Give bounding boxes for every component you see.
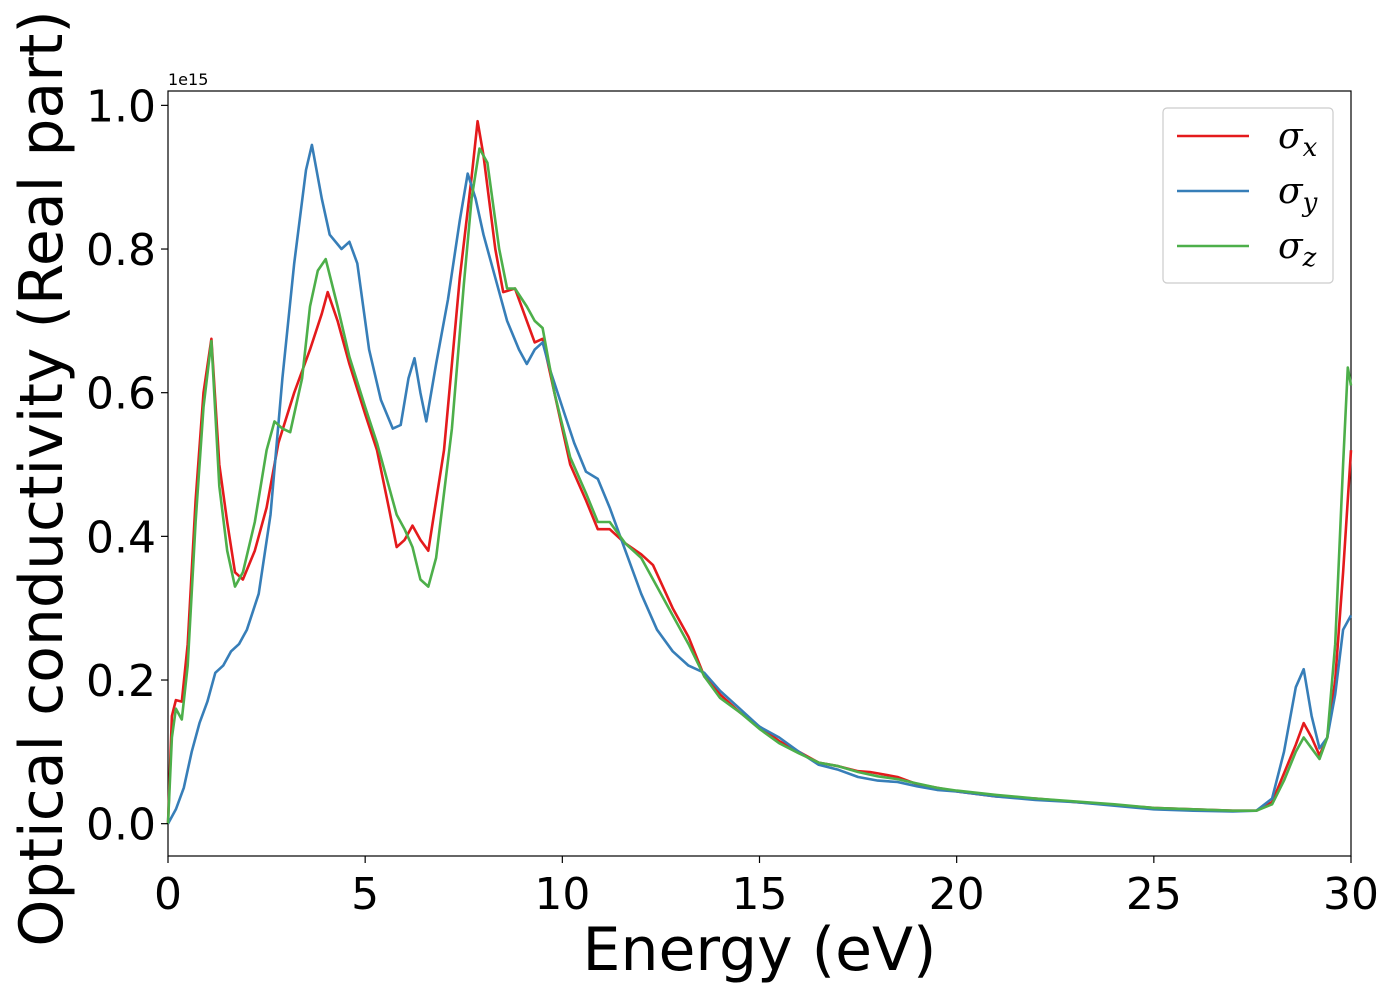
y-axis-title: Optical conductivity (Real part) — [7, 10, 77, 947]
y-tick-label: 0.4 — [86, 512, 156, 563]
x-tick-label: 5 — [351, 869, 379, 920]
y-tick-label: 0.8 — [86, 225, 156, 276]
legend-label-x: σx — [1278, 116, 1318, 163]
y-tick-label: 1.0 — [86, 81, 156, 132]
legend-box — [1162, 107, 1334, 284]
series-line-z — [166, 147, 1353, 824]
legend: σx σy σz — [1162, 107, 1334, 284]
x-tick-label: 0 — [154, 869, 182, 920]
x-tick-label: 15 — [732, 869, 788, 920]
x-tick-label: 10 — [534, 869, 590, 920]
x-tick-label: 25 — [1126, 869, 1182, 920]
x-tick-label: 30 — [1323, 869, 1379, 920]
y-tick-label: 0.0 — [86, 800, 156, 851]
series-lines — [166, 119, 1353, 825]
x-axis-title: Energy (eV) — [583, 915, 937, 985]
legend-label-z: σz — [1278, 226, 1317, 273]
x-axis: 0 5 10 15 20 25 30 — [154, 856, 1379, 920]
y-axis: 0.0 0.2 0.4 0.6 0.8 1.0 — [86, 81, 168, 851]
y-offset-label: 1e15 — [168, 70, 208, 89]
y-tick-label: 0.6 — [86, 369, 156, 420]
legend-label-y: σy — [1278, 171, 1318, 218]
y-tick-label: 0.2 — [86, 656, 156, 707]
x-tick-label: 20 — [929, 869, 985, 920]
